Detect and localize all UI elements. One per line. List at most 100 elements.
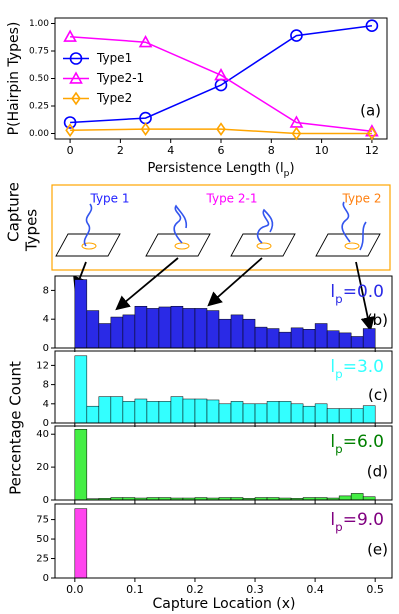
panel-label-part: =6.0 [343, 432, 384, 452]
marker [290, 29, 303, 42]
bar [86, 405, 100, 424]
capture-site [256, 242, 272, 250]
bar [218, 318, 232, 349]
x-tick-label: 0.1 [126, 583, 144, 596]
marker [216, 122, 226, 136]
y-tick-label: 8 [43, 380, 49, 391]
bar [254, 403, 268, 424]
bar [242, 403, 256, 424]
plot-frame [54, 503, 393, 579]
y-tick-label: 40 [36, 429, 49, 440]
bar [194, 308, 208, 349]
y-tick-label: 0.25 [29, 102, 49, 112]
series-line [70, 24, 373, 124]
marker [140, 122, 151, 136]
x-tick-label: 2 [117, 144, 124, 157]
bar [266, 328, 280, 349]
polymer [83, 203, 93, 247]
panel-label: lp=0.0 [330, 282, 384, 306]
x-axis-label-part: Persistence Length ( [147, 161, 280, 176]
bar [110, 396, 124, 424]
bar [206, 399, 220, 424]
polymer [341, 201, 367, 251]
y-axis-label: Percentage Count [7, 361, 25, 495]
bar [122, 314, 136, 349]
y-tick-label: 8 [43, 285, 49, 296]
panel-label-part: p [335, 520, 343, 534]
marker [71, 91, 81, 106]
x-tick-label: 8 [268, 144, 275, 157]
y-tick-label: 12 [36, 360, 49, 371]
bar [362, 405, 376, 424]
x-tick-label: 0.3 [246, 583, 264, 596]
legend-label: Type2-1 [96, 71, 144, 85]
bar [338, 332, 352, 349]
bar [290, 403, 304, 424]
marker [69, 71, 83, 84]
bar [362, 328, 376, 349]
plane [230, 233, 296, 257]
y-tick-label: 0 [43, 418, 49, 429]
x-axis-label-part: ) [289, 161, 294, 176]
bar [338, 408, 352, 424]
x-tick-label: 0.0 [66, 583, 84, 596]
y-tick-label: 0 [43, 573, 49, 584]
x-tick-label: 12 [365, 144, 379, 157]
marker [69, 52, 83, 65]
annotation: (b) [367, 311, 388, 329]
x-tick-label: 0 [67, 144, 74, 157]
y-tick-label: 50 [36, 534, 49, 545]
bar [122, 401, 136, 424]
marker [65, 123, 75, 138]
bar [326, 330, 340, 349]
bar [98, 396, 112, 424]
panel-label-part: =9.0 [343, 510, 384, 530]
y-tick-label: 25 [36, 554, 49, 565]
x-axis-label: Persistence Length (lp) [147, 161, 294, 179]
bar [338, 495, 352, 501]
bar [302, 329, 316, 349]
annotation: (e) [367, 540, 388, 558]
panel-label-part: l [330, 357, 335, 377]
diagram-frame [51, 184, 391, 271]
y-axis-label: P(Hairpin Types) [6, 22, 22, 136]
x-tick-label: 4 [167, 144, 174, 157]
diagram: Capture Types Type 1 Type 2-1 Type 2 [5, 182, 391, 332]
bar [314, 323, 328, 349]
series-line [70, 35, 372, 133]
x-tick-label: 0.2 [186, 583, 204, 596]
bar [302, 405, 316, 424]
polymers [83, 201, 367, 251]
marker [367, 126, 377, 141]
bar [350, 336, 364, 349]
annotation: (c) [368, 386, 388, 404]
bar [254, 326, 268, 349]
bar [278, 331, 292, 349]
bar [278, 401, 292, 424]
panel-label: lp=3.0 [330, 357, 384, 381]
marker [63, 116, 77, 129]
panel-label-part: l [330, 432, 335, 452]
bar [134, 305, 148, 349]
panel-label-part: =3.0 [343, 357, 384, 377]
x-tick-label: 0.5 [366, 583, 384, 596]
plane [55, 233, 121, 257]
bar [74, 429, 88, 501]
y-tick-label: 20 [36, 462, 49, 473]
plot-frame [54, 350, 393, 424]
y-tick-label: 0 [43, 343, 49, 354]
polymer [173, 204, 188, 244]
series-line [70, 128, 372, 135]
bar [74, 508, 88, 579]
diagram-title: Types [23, 209, 41, 252]
plot-frame [54, 425, 393, 501]
bar [158, 306, 172, 349]
capture-site [344, 242, 360, 250]
bar [170, 305, 184, 349]
bar [146, 401, 160, 424]
marker [291, 126, 302, 141]
panel-label-part: p [335, 367, 343, 381]
y-tick-label: 4 [43, 314, 49, 325]
arrow [115, 257, 179, 311]
bar [98, 323, 112, 349]
